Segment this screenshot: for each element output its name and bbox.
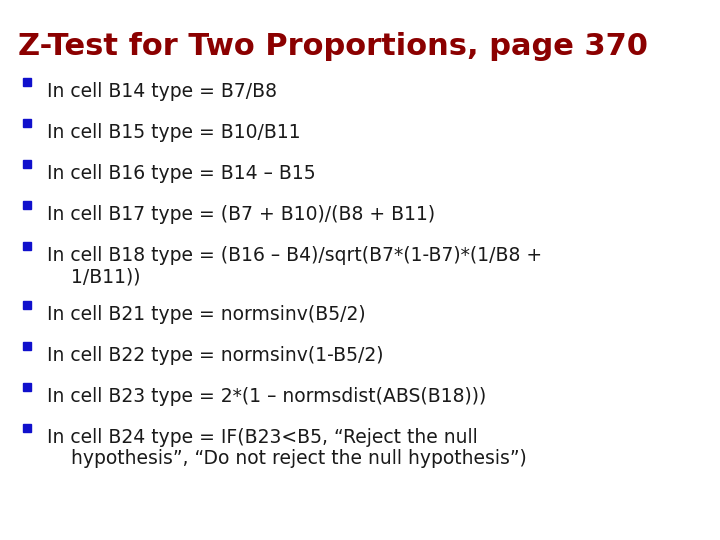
Text: In cell B23 type = 2*(1 – normsdist(ABS(B18))): In cell B23 type = 2*(1 – normsdist(ABS(… xyxy=(47,387,486,406)
Text: In cell B18 type = (B16 – B4)/sqrt(B7*(1-B7)*(1/B8 +: In cell B18 type = (B16 – B4)/sqrt(B7*(1… xyxy=(47,246,542,265)
Text: Z-Test for Two Proportions, page 370: Z-Test for Two Proportions, page 370 xyxy=(18,32,648,62)
Text: 1/B11)): 1/B11)) xyxy=(47,267,140,286)
Text: In cell B15 type = B10/B11: In cell B15 type = B10/B11 xyxy=(47,123,300,143)
Text: In cell B24 type = IF(B23<B5, “Reject the null: In cell B24 type = IF(B23<B5, “Reject th… xyxy=(47,428,477,447)
Text: hypothesis”, “Do not reject the null hypothesis”): hypothesis”, “Do not reject the null hyp… xyxy=(47,449,526,468)
Text: In cell B16 type = B14 – B15: In cell B16 type = B14 – B15 xyxy=(47,164,315,184)
Text: In cell B17 type = (B7 + B10)/(B8 + B11): In cell B17 type = (B7 + B10)/(B8 + B11) xyxy=(47,205,435,224)
Text: In cell B21 type = normsinv(B5/2): In cell B21 type = normsinv(B5/2) xyxy=(47,305,366,324)
Text: In cell B14 type = B7/B8: In cell B14 type = B7/B8 xyxy=(47,83,276,102)
Text: In cell B22 type = normsinv(1-B5/2): In cell B22 type = normsinv(1-B5/2) xyxy=(47,346,383,365)
